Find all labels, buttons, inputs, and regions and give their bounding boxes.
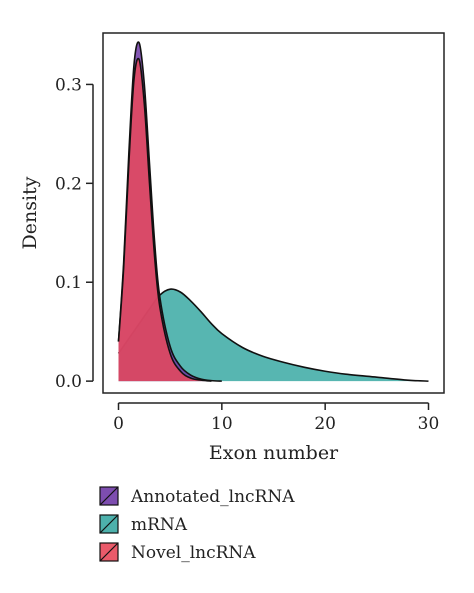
legend: Annotated_lncRNA mRNA Novel_lncRNA <box>99 486 295 563</box>
x-tick-label: 0 <box>113 414 124 434</box>
x-axis: 0 10 20 30 <box>113 402 440 434</box>
plot-frame <box>102 32 445 394</box>
x-axis-label: Exon number <box>209 442 339 464</box>
density-areas <box>117 41 429 382</box>
legend-label-mrna: mRNA <box>131 515 188 535</box>
y-tick-label: 0.0 <box>55 372 82 392</box>
series-area-novel-lncrna <box>118 58 212 382</box>
legend-label-annotated-lncrna: Annotated_lncRNA <box>130 487 295 507</box>
y-tick-label: 0.3 <box>55 75 82 95</box>
legend-label-novel-lncrna: Novel_lncRNA <box>131 543 256 563</box>
x-tick-label: 10 <box>211 414 233 434</box>
series-area-mrna <box>118 289 429 382</box>
x-tick-label: 30 <box>418 414 440 434</box>
x-tick-label: 20 <box>314 414 336 434</box>
legend-swatch-diagonal <box>99 514 119 534</box>
y-tick-label: 0.1 <box>55 273 82 293</box>
y-axis-label: Density <box>19 176 41 249</box>
legend-swatch-diagonal <box>99 486 119 506</box>
legend-swatch-diagonal <box>99 542 119 562</box>
y-axis: 0.0 0.1 0.2 0.3 <box>55 75 94 392</box>
y-tick-label: 0.2 <box>55 174 82 194</box>
series-line-novel-lncrna <box>117 57 212 382</box>
